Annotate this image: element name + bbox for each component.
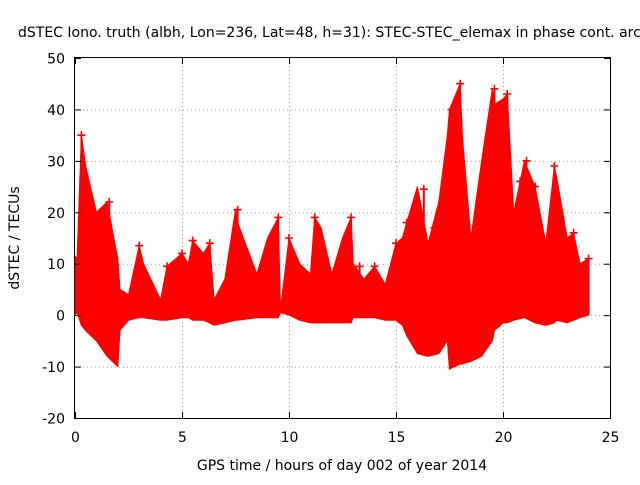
x-tick-label: 15 (388, 430, 406, 446)
chart-title: dSTEC Iono. truth (albh, Lon=236, Lat=48… (18, 25, 640, 41)
x-tick-label: 20 (495, 430, 513, 446)
plot-frame (74, 57, 611, 419)
x-tick-label: 0 (71, 430, 80, 446)
axis-ticks: 0 5 10 15 20 25 -20 -10 0 10 20 30 40 50 (42, 52, 619, 447)
y-axis-label: dSTEC / TECUs (7, 186, 23, 289)
x-tick-label: 5 (178, 430, 187, 446)
y-tick-label: -10 (42, 360, 65, 376)
x-axis-label: GPS time / hours of day 002 of year 2014 (197, 458, 487, 474)
y-tick-label: -20 (42, 412, 65, 428)
y-tick-label: 40 (47, 103, 65, 119)
data-series (74, 79, 593, 370)
series (74, 79, 593, 370)
x-tick-label: 10 (281, 430, 299, 446)
x-tick-label: 25 (602, 430, 620, 446)
y-tick-label: 30 (47, 154, 65, 170)
y-tick-label: 10 (47, 257, 65, 273)
y-tick-label: 20 (47, 206, 65, 222)
y-tick-label: 50 (47, 52, 65, 68)
y-tick-label: 0 (56, 309, 65, 325)
